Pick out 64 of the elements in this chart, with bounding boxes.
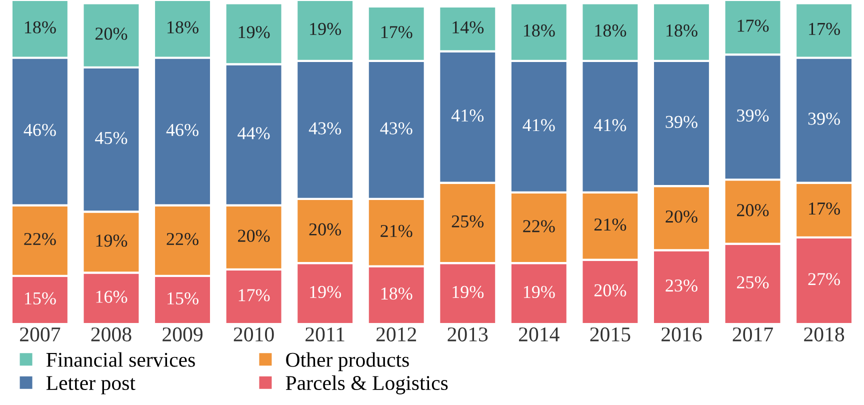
data-label: 18% — [168, 21, 198, 34]
data-label: 19% — [524, 286, 555, 298]
data-label: 22% — [24, 232, 56, 246]
x-tick-label: 2015 — [590, 327, 630, 342]
data-label: 43% — [380, 122, 412, 134]
data-label: 20% — [737, 204, 769, 216]
data-label: 19% — [452, 286, 484, 298]
data-label: 17% — [738, 20, 769, 32]
data-label: 22% — [166, 232, 198, 246]
data-label: 46% — [24, 124, 56, 136]
data-label: 19% — [238, 26, 270, 38]
data-label: 15% — [25, 292, 56, 305]
data-label: 39% — [666, 116, 698, 128]
legend-label: Letter post — [46, 376, 136, 394]
data-label: 18% — [666, 24, 698, 37]
data-label: 19% — [310, 22, 342, 36]
data-label: 27% — [808, 273, 840, 286]
x-tick-label: 2011 — [306, 327, 344, 342]
data-label: 22% — [523, 220, 555, 232]
x-tick-label: 2013 — [448, 327, 488, 342]
data-label: 23% — [666, 279, 698, 292]
data-label: 17% — [238, 289, 270, 302]
data-label: 18% — [595, 24, 626, 37]
data-label: 20% — [238, 230, 270, 242]
data-label: 25% — [452, 215, 484, 228]
data-label: 46% — [166, 124, 198, 136]
data-label: 21% — [380, 224, 412, 238]
data-label: 17% — [809, 22, 840, 36]
x-tick-label: 2018 — [804, 327, 844, 342]
data-label: 20% — [666, 210, 698, 223]
data-label: 45% — [95, 132, 128, 144]
x-tick-label: 2012 — [376, 327, 416, 342]
data-label: 21% — [594, 218, 626, 231]
x-tick-label: 2007 — [20, 327, 60, 342]
data-label: 41% — [451, 109, 484, 122]
data-label: 41% — [522, 119, 555, 132]
data-label: 20% — [95, 28, 128, 40]
x-tick-label: 2010 — [234, 327, 274, 342]
data-label: 17% — [381, 26, 412, 38]
data-label: 25% — [737, 276, 769, 288]
x-tick-label: 2014 — [519, 327, 560, 342]
legend-label: Parcels & Logistics — [286, 375, 448, 394]
data-label: 43% — [308, 122, 342, 134]
data-label: 19% — [96, 234, 128, 247]
data-label: 39% — [737, 109, 769, 122]
legend-label: Other products — [286, 352, 409, 372]
data-label: 44% — [238, 127, 270, 140]
data-label: 20% — [309, 223, 342, 236]
data-label: 16% — [96, 290, 128, 303]
data-label: 20% — [594, 284, 626, 296]
data-label: 18% — [25, 21, 56, 34]
data-label: 19% — [310, 286, 342, 298]
x-tick-label: 2016 — [662, 327, 702, 342]
x-tick-label: 2008 — [91, 327, 132, 342]
data-label: 39% — [808, 112, 840, 125]
data-label: 14% — [452, 21, 484, 34]
data-label: 17% — [809, 202, 840, 215]
x-tick-label: 2017 — [732, 327, 773, 342]
data-label: 15% — [168, 292, 198, 305]
legend-label: Financial services — [46, 352, 195, 367]
data-label: 18% — [524, 24, 555, 37]
data-label: 18% — [381, 287, 412, 300]
data-label: 41% — [594, 119, 626, 132]
x-tick-label: 2009 — [162, 327, 202, 342]
